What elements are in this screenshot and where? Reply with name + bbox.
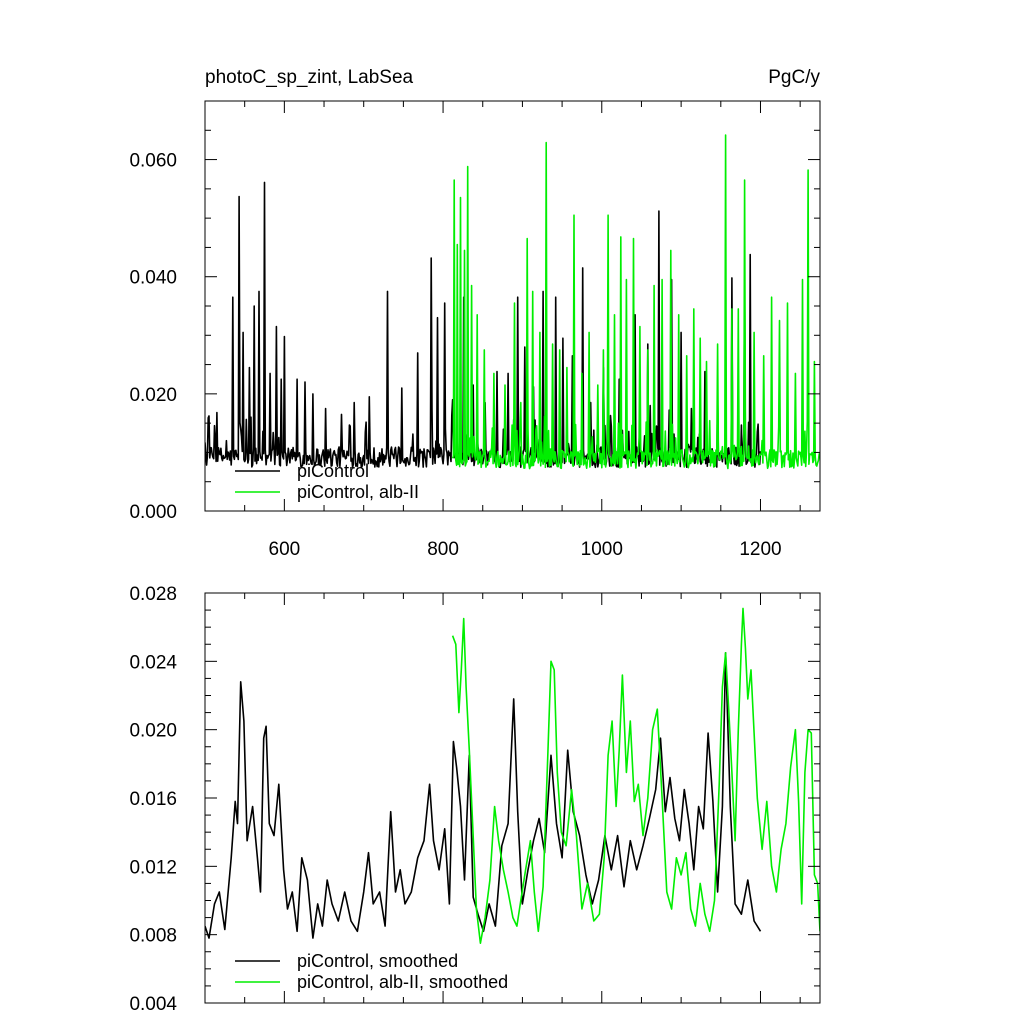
top-xtick-label: 800 bbox=[427, 539, 459, 560]
chart-title: photoC_sp_zint, LabSea bbox=[205, 67, 414, 88]
top-ytick-label: 0.020 bbox=[129, 385, 177, 406]
series-line-piControl bbox=[205, 181, 762, 469]
top-xtick-label: 600 bbox=[269, 539, 301, 560]
bottom-ytick-label: 0.012 bbox=[129, 857, 177, 878]
top-ytick-label: 0.060 bbox=[129, 151, 177, 172]
bottom-ytick-label: 0.008 bbox=[129, 926, 177, 947]
bottom-ytick-label: 0.024 bbox=[129, 652, 177, 673]
bottom-legend-label: piControl, alb-II, smoothed bbox=[297, 972, 508, 992]
top-axis-ticks: 0.000 0.020 0.040 0.060 600 800 1000 1200 bbox=[129, 100, 820, 560]
bottom-panel: 0.004 0.008 0.012 0.016 0.020 0.024 0.028 piCo… bbox=[129, 584, 821, 1015]
bottom-series-group bbox=[205, 607, 820, 944]
top-legend-label: piControl bbox=[297, 461, 369, 481]
top-series-group bbox=[205, 134, 820, 470]
bottom-ytick-label: 0.004 bbox=[129, 994, 177, 1015]
bottom-ytick-label: 0.016 bbox=[129, 789, 177, 810]
top-xtick-label: 1000 bbox=[581, 539, 623, 560]
top-xtick-label: 1200 bbox=[739, 539, 781, 560]
bottom-plot-frame bbox=[204, 592, 821, 1004]
bottom-ytick-label: 0.020 bbox=[129, 721, 177, 742]
series-line-piControl-alb-II-smoothed bbox=[451, 607, 820, 944]
top-legend-label: piControl, alb-II bbox=[297, 482, 419, 502]
top-panel: 0.000 0.020 0.040 0.060 600 800 1000 1200 photo… bbox=[129, 67, 821, 560]
top-ytick-label: 0.040 bbox=[129, 268, 177, 289]
bottom-ytick-label: 0.028 bbox=[129, 584, 177, 605]
bottom-legend-label: piControl, smoothed bbox=[297, 951, 458, 971]
units-label: PgC/y bbox=[768, 67, 820, 88]
top-ytick-label: 0.000 bbox=[129, 502, 177, 523]
series-line-piControl-alb-II bbox=[451, 134, 820, 470]
series-line-piControl-smoothed bbox=[205, 652, 762, 939]
bottom-axis-ticks: 0.004 0.008 0.012 0.016 0.020 0.024 0.028 bbox=[129, 584, 820, 1015]
